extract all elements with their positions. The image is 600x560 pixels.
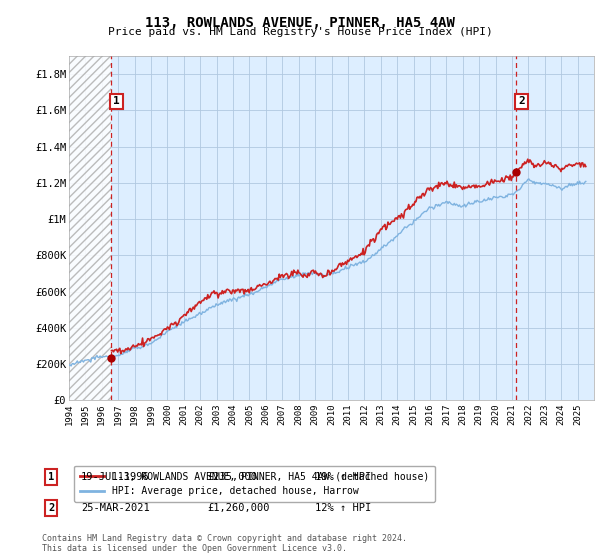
Text: £235,000: £235,000 [207, 472, 257, 482]
Legend: 113, ROWLANDS AVENUE, PINNER, HA5 4AW (detached house), HPI: Average price, deta: 113, ROWLANDS AVENUE, PINNER, HA5 4AW (d… [74, 465, 435, 502]
Text: Price paid vs. HM Land Registry's House Price Index (HPI): Price paid vs. HM Land Registry's House … [107, 27, 493, 37]
Text: 25-MAR-2021: 25-MAR-2021 [81, 503, 150, 513]
Text: 113, ROWLANDS AVENUE, PINNER, HA5 4AW: 113, ROWLANDS AVENUE, PINNER, HA5 4AW [145, 16, 455, 30]
Text: 2: 2 [518, 96, 525, 106]
Text: £1,260,000: £1,260,000 [207, 503, 269, 513]
Text: 12% ↑ HPI: 12% ↑ HPI [315, 503, 371, 513]
FancyBboxPatch shape [69, 56, 110, 400]
Text: 1: 1 [113, 96, 120, 106]
Text: 2: 2 [48, 503, 54, 513]
Text: 19-JUL-1996: 19-JUL-1996 [81, 472, 150, 482]
Text: 19% ↑ HPI: 19% ↑ HPI [315, 472, 371, 482]
Text: 1: 1 [48, 472, 54, 482]
Text: Contains HM Land Registry data © Crown copyright and database right 2024.
This d: Contains HM Land Registry data © Crown c… [42, 534, 407, 553]
